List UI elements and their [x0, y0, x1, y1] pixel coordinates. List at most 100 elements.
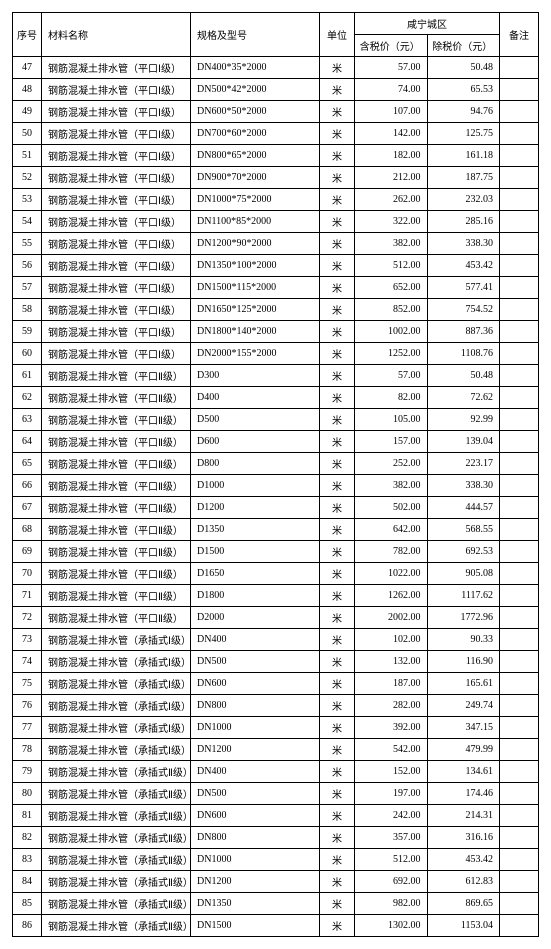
cell-seq: 53: [13, 189, 42, 211]
cell-seq: 79: [13, 761, 42, 783]
cell-spec: D1650: [191, 563, 320, 585]
cell-price-excl: 479.99: [427, 739, 500, 761]
cell-note: [500, 453, 539, 475]
cell-seq: 50: [13, 123, 42, 145]
cell-spec: DN500: [191, 651, 320, 673]
cell-spec: DN1650*125*2000: [191, 299, 320, 321]
header-seq: 序号: [13, 13, 42, 57]
cell-unit: 米: [320, 519, 355, 541]
cell-note: [500, 849, 539, 871]
cell-seq: 57: [13, 277, 42, 299]
cell-name: 钢筋混凝土排水管（平口Ⅱ级）: [42, 431, 191, 453]
cell-seq: 73: [13, 629, 42, 651]
cell-unit: 米: [320, 541, 355, 563]
cell-seq: 76: [13, 695, 42, 717]
cell-seq: 67: [13, 497, 42, 519]
cell-price-incl: 102.00: [355, 629, 428, 651]
cell-name: 钢筋混凝土排水管（平口Ⅰ级）: [42, 167, 191, 189]
cell-price-incl: 1002.00: [355, 321, 428, 343]
cell-unit: 米: [320, 167, 355, 189]
cell-price-excl: 444.57: [427, 497, 500, 519]
cell-price-excl: 285.16: [427, 211, 500, 233]
table-row: 52钢筋混凝土排水管（平口Ⅰ级）DN900*70*2000米212.00187.…: [13, 167, 539, 189]
cell-seq: 71: [13, 585, 42, 607]
cell-price-excl: 134.61: [427, 761, 500, 783]
cell-unit: 米: [320, 849, 355, 871]
cell-note: [500, 739, 539, 761]
cell-price-incl: 107.00: [355, 101, 428, 123]
table-row: 78钢筋混凝土排水管（承插式Ⅰ级）DN1200米542.00479.99: [13, 739, 539, 761]
table-row: 63钢筋混凝土排水管（平口Ⅱ级）D500米105.0092.99: [13, 409, 539, 431]
cell-note: [500, 409, 539, 431]
cell-price-incl: 142.00: [355, 123, 428, 145]
cell-unit: 米: [320, 387, 355, 409]
cell-price-incl: 105.00: [355, 409, 428, 431]
cell-price-incl: 692.00: [355, 871, 428, 893]
cell-seq: 55: [13, 233, 42, 255]
cell-note: [500, 541, 539, 563]
cell-price-incl: 322.00: [355, 211, 428, 233]
cell-seq: 70: [13, 563, 42, 585]
cell-name: 钢筋混凝土排水管（平口Ⅰ级）: [42, 343, 191, 365]
cell-unit: 米: [320, 233, 355, 255]
table-row: 71钢筋混凝土排水管（平口Ⅱ级）D1800米1262.001117.62: [13, 585, 539, 607]
table-row: 83钢筋混凝土排水管（承插式Ⅱ级）DN1000米512.00453.42: [13, 849, 539, 871]
cell-unit: 米: [320, 277, 355, 299]
cell-unit: 米: [320, 673, 355, 695]
cell-spec: DN600: [191, 673, 320, 695]
cell-name: 钢筋混凝土排水管（平口Ⅱ级）: [42, 453, 191, 475]
cell-spec: DN400: [191, 761, 320, 783]
cell-unit: 米: [320, 695, 355, 717]
cell-note: [500, 563, 539, 585]
table-row: 68钢筋混凝土排水管（平口Ⅱ级）D1350米642.00568.55: [13, 519, 539, 541]
cell-name: 钢筋混凝土排水管（承插式Ⅰ级）: [42, 651, 191, 673]
cell-name: 钢筋混凝土排水管（平口Ⅰ级）: [42, 233, 191, 255]
cell-spec: D400: [191, 387, 320, 409]
cell-unit: 米: [320, 629, 355, 651]
cell-name: 钢筋混凝土排水管（平口Ⅱ级）: [42, 387, 191, 409]
cell-unit: 米: [320, 365, 355, 387]
cell-name: 钢筋混凝土排水管（承插式Ⅱ级）: [42, 761, 191, 783]
cell-seq: 62: [13, 387, 42, 409]
cell-unit: 米: [320, 79, 355, 101]
cell-seq: 52: [13, 167, 42, 189]
cell-price-incl: 1262.00: [355, 585, 428, 607]
table-row: 66钢筋混凝土排水管（平口Ⅱ级）D1000米382.00338.30: [13, 475, 539, 497]
cell-price-excl: 65.53: [427, 79, 500, 101]
cell-note: [500, 233, 539, 255]
cell-note: [500, 145, 539, 167]
cell-note: [500, 343, 539, 365]
cell-spec: DN900*70*2000: [191, 167, 320, 189]
cell-note: [500, 211, 539, 233]
header-note: 备注: [500, 13, 539, 57]
cell-price-incl: 357.00: [355, 827, 428, 849]
cell-price-excl: 692.53: [427, 541, 500, 563]
cell-price-incl: 132.00: [355, 651, 428, 673]
cell-note: [500, 277, 539, 299]
cell-note: [500, 695, 539, 717]
header-name: 材料名称: [42, 13, 191, 57]
cell-name: 钢筋混凝土排水管（承插式Ⅰ级）: [42, 629, 191, 651]
cell-price-incl: 1252.00: [355, 343, 428, 365]
cell-note: [500, 519, 539, 541]
table-row: 84钢筋混凝土排水管（承插式Ⅱ级）DN1200米692.00612.83: [13, 871, 539, 893]
table-row: 56钢筋混凝土排水管（平口Ⅰ级）DN1350*100*2000米512.0045…: [13, 255, 539, 277]
table-row: 67钢筋混凝土排水管（平口Ⅱ级）D1200米502.00444.57: [13, 497, 539, 519]
cell-price-incl: 1022.00: [355, 563, 428, 585]
cell-name: 钢筋混凝土排水管（平口Ⅱ级）: [42, 607, 191, 629]
cell-name: 钢筋混凝土排水管（平口Ⅰ级）: [42, 123, 191, 145]
cell-spec: D1350: [191, 519, 320, 541]
cell-seq: 66: [13, 475, 42, 497]
cell-note: [500, 871, 539, 893]
cell-unit: 米: [320, 651, 355, 673]
cell-name: 钢筋混凝土排水管（承插式Ⅰ级）: [42, 739, 191, 761]
cell-price-excl: 1108.76: [427, 343, 500, 365]
cell-price-incl: 782.00: [355, 541, 428, 563]
cell-price-excl: 116.90: [427, 651, 500, 673]
cell-spec: D600: [191, 431, 320, 453]
table-row: 54钢筋混凝土排水管（平口Ⅰ级）DN1100*85*2000米322.00285…: [13, 211, 539, 233]
cell-price-excl: 90.33: [427, 629, 500, 651]
cell-note: [500, 629, 539, 651]
cell-spec: DN500*42*2000: [191, 79, 320, 101]
cell-seq: 68: [13, 519, 42, 541]
